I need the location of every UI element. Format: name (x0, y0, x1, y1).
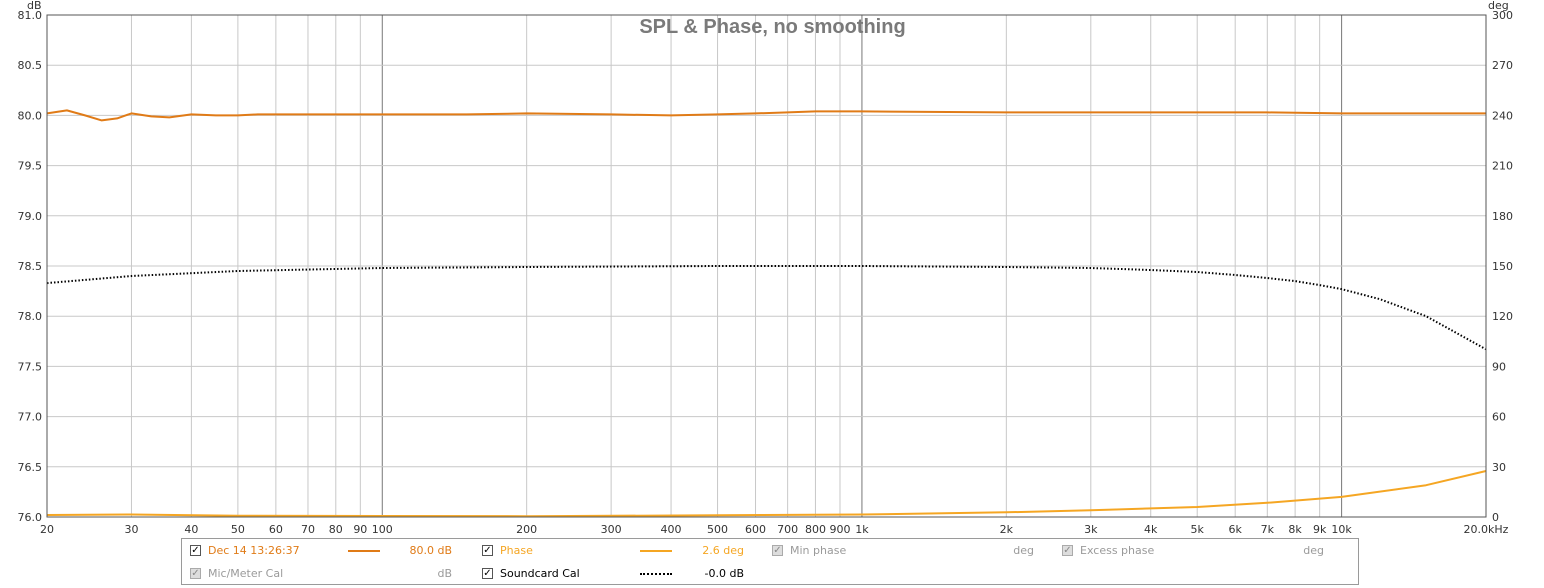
legend-item-label: Mic/Meter Cal (208, 567, 284, 580)
y-right-tick-label: 180 (1492, 210, 1513, 223)
x-tick-label: 7k (1261, 523, 1275, 536)
x-tick-label: 20 (40, 523, 54, 536)
x-tick-label: 5k (1191, 523, 1205, 536)
y-left-tick-label: 76.0 (18, 511, 43, 524)
x-tick-label: 90 (353, 523, 367, 536)
y-right-tick-label: 90 (1492, 360, 1506, 373)
legend-checkbox[interactable]: ✓ (190, 545, 201, 556)
legend-swatch (640, 573, 672, 575)
y-left-tick-label: 77.5 (18, 360, 43, 373)
x-tick-label: 100 (372, 523, 393, 536)
legend-item-mic-meter-cal[interactable]: ✓ Mic/Meter Cal dB (190, 566, 475, 582)
x-tick-label: 6k (1229, 523, 1243, 536)
legend-item-value: deg (1013, 544, 1034, 557)
legend-item-value: 2.6 deg (702, 544, 744, 557)
x-tick-label: 2k (1000, 523, 1014, 536)
series-line-phase (46, 470, 1487, 518)
plot-frame (46, 14, 1487, 518)
y-right-tick-label: 0 (1492, 511, 1499, 524)
legend-item-value: dB (437, 567, 452, 580)
y-right-tick-label: 210 (1492, 160, 1513, 173)
x-tick-label: 1k (855, 523, 869, 536)
y-left-tick-label: 81.0 (18, 9, 43, 22)
legend-checkbox[interactable]: ✓ (190, 568, 201, 579)
x-tick-label: 9k (1313, 523, 1327, 536)
x-tick-label: 8k (1288, 523, 1302, 536)
x-tick-label: 10k (1331, 523, 1352, 536)
y-right-tick-label: 120 (1492, 310, 1513, 323)
y-left-tick-label: 79.5 (18, 160, 43, 173)
legend-item-phase[interactable]: ✓ Phase 2.6 deg (482, 543, 767, 559)
series-line-soundcard-cal (46, 265, 1487, 351)
x-tick-label: 300 (601, 523, 622, 536)
legend-item-value: -0.0 dB (704, 567, 745, 580)
legend-item-label: Dec 14 13:26:37 (208, 544, 300, 557)
legend-checkbox[interactable]: ✓ (482, 545, 493, 556)
chart-title: SPL & Phase, no smoothing (639, 16, 905, 38)
x-tick-label: 70 (301, 523, 315, 536)
y-right-tick-label: 60 (1492, 411, 1506, 424)
x-tick-label: 500 (707, 523, 728, 536)
legend-item-dec-14-13-26-37[interactable]: ✓ Dec 14 13:26:37 80.0 dB (190, 543, 475, 559)
legend-item-label: Excess phase (1080, 544, 1155, 557)
y-left-tick-label: 80.0 (18, 109, 43, 122)
x-tick-label: 700 (777, 523, 798, 536)
x-tick-label: 200 (516, 523, 537, 536)
x-tick-label: 600 (745, 523, 766, 536)
y-right-tick-label: 300 (1492, 9, 1513, 22)
legend-item-label: Min phase (790, 544, 847, 557)
y-left-tick-label: 78.0 (18, 310, 43, 323)
y-right-tick-label: 240 (1492, 109, 1513, 122)
x-tick-label: 20.0kHz (1464, 523, 1509, 536)
x-tick-label: 40 (184, 523, 198, 536)
legend-item-label: Phase (500, 544, 533, 557)
legend-item-label: Soundcard Cal (500, 567, 580, 580)
legend-checkbox[interactable]: ✓ (772, 545, 783, 556)
legend-item-soundcard-cal[interactable]: ✓ Soundcard Cal -0.0 dB (482, 566, 767, 582)
y-right-tick-label: 270 (1492, 59, 1513, 72)
legend-swatch (348, 550, 380, 552)
x-tick-label: 60 (269, 523, 283, 536)
y-left-tick-label: 78.5 (18, 260, 43, 273)
x-tick-label: 900 (829, 523, 850, 536)
legend-panel: ✓ Dec 14 13:26:37 80.0 dB ✓ Phase 2.6 deg ✓ Min… (181, 538, 1359, 585)
x-tick-label: 400 (661, 523, 682, 536)
y-left-tick-label: 80.5 (18, 59, 43, 72)
x-tick-label: 4k (1144, 523, 1158, 536)
x-tick-label: 30 (124, 523, 138, 536)
x-tick-label: 50 (231, 523, 245, 536)
spl-phase-chart[interactable]: 20 30 40 50 60 70 80 90 100 200 300 400 500 600 700 800… (0, 0, 1544, 538)
y-right-tick-label: 150 (1492, 260, 1513, 273)
x-tick-label: 80 (329, 523, 343, 536)
y-left-unit-label: dB (27, 0, 42, 12)
legend-item-value: deg (1303, 544, 1324, 557)
legend-item-min-phase[interactable]: ✓ Min phase deg (772, 543, 1057, 559)
legend-checkbox[interactable]: ✓ (482, 568, 493, 579)
y-left-tick-label: 79.0 (18, 210, 43, 223)
legend-item-value: 80.0 dB (409, 544, 452, 557)
legend-checkbox[interactable]: ✓ (1062, 545, 1073, 556)
series-line-dec-14-13-26-37 (46, 109, 1486, 122)
legend-swatch (640, 550, 672, 552)
y-left-tick-label: 76.5 (18, 461, 43, 474)
y-left-tick-label: 77.0 (18, 411, 43, 424)
y-right-tick-label: 30 (1492, 461, 1506, 474)
legend-item-excess-phase[interactable]: ✓ Excess phase deg (1062, 543, 1347, 559)
x-tick-label: 800 (805, 523, 826, 536)
y-right-unit-label: deg (1488, 0, 1509, 12)
x-tick-label: 3k (1084, 523, 1098, 536)
